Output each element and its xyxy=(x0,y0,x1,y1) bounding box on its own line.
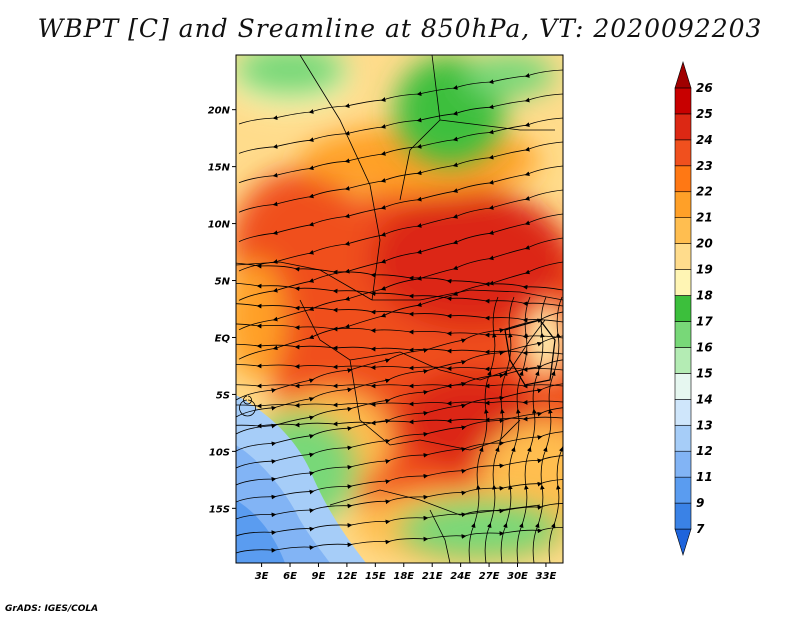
colorbar-label: 11 xyxy=(696,470,713,484)
lat-tick-label: 5N xyxy=(215,277,231,288)
colorbar-label: 17 xyxy=(696,314,713,328)
lon-tick-label: 9E xyxy=(312,571,326,582)
latitude-axis: 20N 15N 10N 5N EQ 5S 10S 15S xyxy=(208,106,236,515)
lat-tick-label: 5S xyxy=(216,390,230,401)
colorbar-label: 16 xyxy=(696,340,713,354)
map-plot-area xyxy=(236,55,563,563)
colorbar: 7 9 11 12 13 14 15 16 17 18 19 20 21 22 23 24 25 26 xyxy=(674,60,713,557)
colorbar-label: 7 xyxy=(696,522,705,536)
colorbar-swatch xyxy=(674,87,692,115)
colorbar-swatch xyxy=(674,528,692,557)
streamline xyxy=(548,332,563,563)
colorbar-swatch xyxy=(674,217,692,244)
colorbar-swatch xyxy=(674,373,692,400)
map-frame xyxy=(235,54,564,564)
colorbar-label: 24 xyxy=(696,133,713,147)
lon-tick-label: 15E xyxy=(365,571,386,582)
colorbar-swatch xyxy=(674,321,692,348)
lat-tick-label: 10N xyxy=(208,220,231,231)
lon-tick-label: 3E xyxy=(255,571,269,582)
colorbar-label: 19 xyxy=(696,263,713,277)
software-credit: GrADS: IGES/COLA xyxy=(5,604,99,614)
lon-tick-label: 12E xyxy=(337,571,358,582)
lat-tick-label: 10S xyxy=(209,447,230,458)
lon-tick-label: 6E xyxy=(283,571,297,582)
colorbar-swatch xyxy=(674,399,692,426)
colorbar-label: 13 xyxy=(696,418,713,432)
colorbar-label: 20 xyxy=(696,237,713,251)
colorbar-swatch xyxy=(674,476,692,504)
colorbar-swatch xyxy=(674,502,692,530)
colorbar-label: 23 xyxy=(696,159,713,173)
streamline-vortex xyxy=(239,395,256,417)
lat-tick-label: EQ xyxy=(215,333,231,344)
longitude-axis: 3E 6E 9E 12E 15E 18E 21E 24E 27E 30E 33E xyxy=(255,563,557,582)
colorbar-swatch xyxy=(674,450,692,478)
colorbar-swatch xyxy=(674,424,692,452)
lon-tick-label: 33E xyxy=(536,571,557,582)
lat-tick-label: 15N xyxy=(208,163,231,174)
streamline xyxy=(236,527,563,554)
colorbar-label: 22 xyxy=(696,185,713,199)
colorbar-label: 15 xyxy=(696,366,713,380)
streamline xyxy=(236,303,563,323)
lon-tick-label: 24E xyxy=(450,571,471,582)
colorbar-swatch xyxy=(674,295,692,322)
colorbar-label: 14 xyxy=(696,392,713,406)
colorbar-label: 26 xyxy=(696,81,713,95)
lat-tick-label: 15S xyxy=(209,504,230,515)
streamline xyxy=(236,283,563,307)
colorbar-swatch xyxy=(674,243,692,270)
chart-title: WBPT [C] and Sreamline at 850hPa, VT: 20… xyxy=(37,14,763,43)
lon-tick-label: 18E xyxy=(393,571,414,582)
colorbar-swatch xyxy=(674,347,692,374)
colorbar-label: 18 xyxy=(696,289,713,303)
temperature-shading xyxy=(236,55,563,563)
colorbar-swatch xyxy=(674,113,692,141)
colorbar-swatch xyxy=(674,191,692,218)
colorbar-swatch xyxy=(674,60,692,89)
colorbar-label: 9 xyxy=(696,496,704,510)
colorbar-swatch xyxy=(674,165,692,193)
colorbar-swatch xyxy=(674,139,692,167)
lon-tick-label: 21E xyxy=(422,571,443,582)
streamlines xyxy=(236,69,563,563)
colorbar-swatch xyxy=(674,269,692,296)
colorbar-label: 21 xyxy=(696,211,713,225)
lat-tick-label: 20N xyxy=(208,106,231,117)
lon-tick-label: 27E xyxy=(479,571,500,582)
colorbar-label: 25 xyxy=(696,107,713,121)
colorbar-label: 12 xyxy=(696,444,713,458)
lon-tick-label: 30E xyxy=(507,571,528,582)
